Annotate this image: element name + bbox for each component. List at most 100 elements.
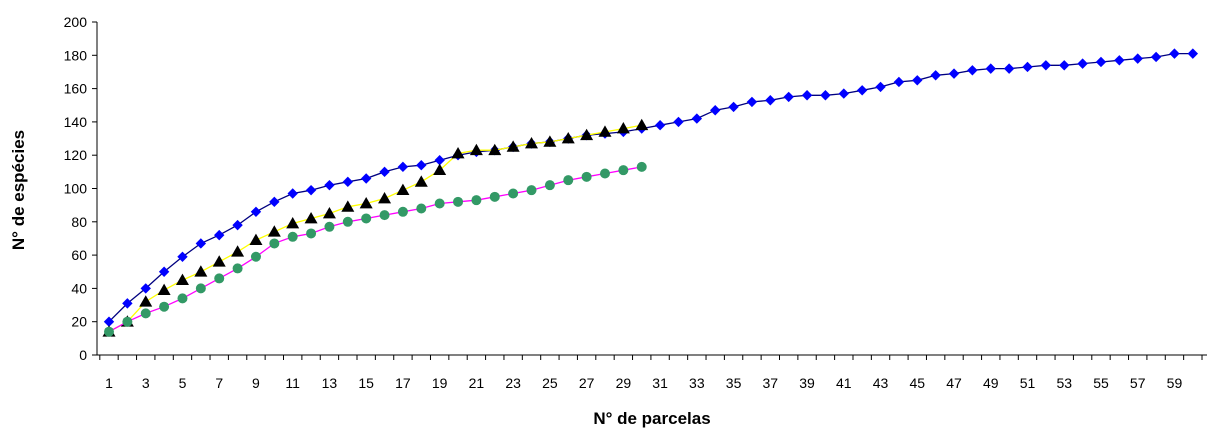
triangle-marker — [506, 140, 520, 152]
circle-marker — [453, 196, 464, 207]
x-tick-label: 27 — [579, 375, 595, 391]
x-tick-label: 29 — [616, 375, 632, 391]
series-3 — [104, 161, 647, 337]
diamond-marker — [360, 173, 372, 184]
triangle-marker — [212, 255, 226, 267]
y-tick-label: 180 — [64, 47, 88, 63]
triangle-marker — [322, 206, 336, 219]
x-axis-ticks: 1 3 5 7 9 11 13 15 17 19 21 23 25 27 29 31 33 35 37 39 41 43 4… — [99, 355, 1203, 391]
x-tick-label: 23 — [505, 375, 521, 391]
x-tick-label: 39 — [799, 375, 815, 391]
circle-marker — [122, 316, 133, 327]
diamond-marker — [765, 95, 776, 106]
x-tick-label: 45 — [909, 375, 925, 391]
diamond-marker — [214, 229, 225, 241]
diamond-marker — [1169, 48, 1180, 59]
diamond-marker — [893, 76, 905, 88]
x-tick-label: 51 — [1020, 375, 1036, 391]
circle-marker — [379, 210, 390, 221]
triangle-marker — [231, 245, 245, 257]
circle-marker — [140, 308, 151, 319]
triangle-marker — [157, 283, 171, 295]
diamond-marker — [985, 63, 996, 74]
circle-marker — [397, 206, 408, 217]
y-tick-label: 0 — [79, 347, 87, 363]
triangle-marker — [304, 211, 318, 224]
x-tick-label: 7 — [215, 375, 223, 391]
diamond-marker — [710, 105, 721, 116]
triangle-marker — [194, 265, 208, 277]
diamond-marker — [158, 266, 170, 277]
triangle-marker — [175, 273, 189, 285]
circle-marker — [306, 228, 317, 239]
diamond-marker — [728, 101, 739, 113]
series-3-line — [108, 166, 642, 333]
triangle-marker — [396, 183, 410, 196]
y-tick-label: 60 — [71, 247, 87, 263]
circle-marker — [434, 198, 445, 209]
x-tick-label: 3 — [142, 375, 150, 391]
circle-marker — [544, 180, 555, 191]
axes — [96, 22, 1207, 356]
x-tick-label: 41 — [836, 375, 852, 391]
diamond-marker — [691, 113, 703, 124]
circle-marker — [416, 203, 427, 214]
x-tick-label: 31 — [652, 375, 668, 391]
diamond-marker — [269, 196, 280, 208]
triangle-marker — [378, 191, 392, 204]
x-tick-label: 49 — [983, 375, 999, 391]
y-axis-ticks: 0 20 40 60 80 100 120 140 160 180 200 — [64, 14, 97, 363]
circle-marker — [324, 221, 335, 232]
diamond-marker — [1022, 61, 1033, 73]
diamond-marker — [930, 70, 941, 81]
x-tick-label: 11 — [285, 375, 300, 391]
x-tick-label: 21 — [469, 375, 485, 391]
x-tick-label: 19 — [432, 375, 448, 391]
diamond-marker — [379, 166, 390, 178]
diamond-marker — [287, 188, 298, 199]
x-tick-label: 53 — [1056, 375, 1072, 391]
diamond-marker — [177, 251, 188, 262]
circle-marker — [177, 293, 188, 304]
circle-marker — [287, 231, 298, 242]
x-tick-label: 43 — [873, 375, 889, 391]
x-tick-label: 13 — [322, 375, 338, 391]
x-tick-label: 1 — [105, 375, 113, 391]
y-axis-title: N° de espécies — [9, 130, 28, 250]
x-tick-label: 33 — [689, 375, 705, 391]
diamond-marker — [746, 96, 758, 108]
x-tick-label: 59 — [1167, 375, 1183, 391]
diamond-marker — [140, 283, 151, 294]
diamond-marker — [856, 85, 868, 96]
triangle-marker — [433, 163, 447, 176]
circle-marker — [159, 301, 170, 312]
diamond-marker — [342, 176, 354, 188]
circle-marker — [526, 185, 537, 196]
diamond-marker — [250, 206, 262, 218]
diamond-marker — [416, 159, 427, 171]
triangle-marker — [488, 143, 502, 156]
circle-marker — [581, 171, 592, 182]
diamond-marker — [967, 65, 978, 76]
diamond-marker — [783, 91, 794, 103]
circle-marker — [361, 213, 372, 224]
diamond-marker — [1040, 60, 1052, 71]
circle-marker — [250, 251, 261, 262]
circle-marker — [471, 195, 482, 206]
y-tick-label: 40 — [71, 280, 87, 296]
series-1 — [103, 48, 1199, 327]
x-tick-label: 35 — [726, 375, 742, 391]
diamond-marker — [948, 68, 960, 79]
circle-marker — [269, 238, 280, 249]
x-tick-label: 37 — [763, 375, 779, 391]
diamond-marker — [820, 90, 831, 101]
triangle-marker — [616, 122, 630, 134]
y-tick-label: 80 — [71, 214, 87, 230]
x-tick-label: 55 — [1093, 375, 1109, 391]
diamond-marker — [1003, 63, 1015, 74]
diamond-marker — [1187, 48, 1199, 59]
x-axis-title: N° de parcelas — [593, 409, 710, 428]
diamond-marker — [673, 116, 684, 128]
